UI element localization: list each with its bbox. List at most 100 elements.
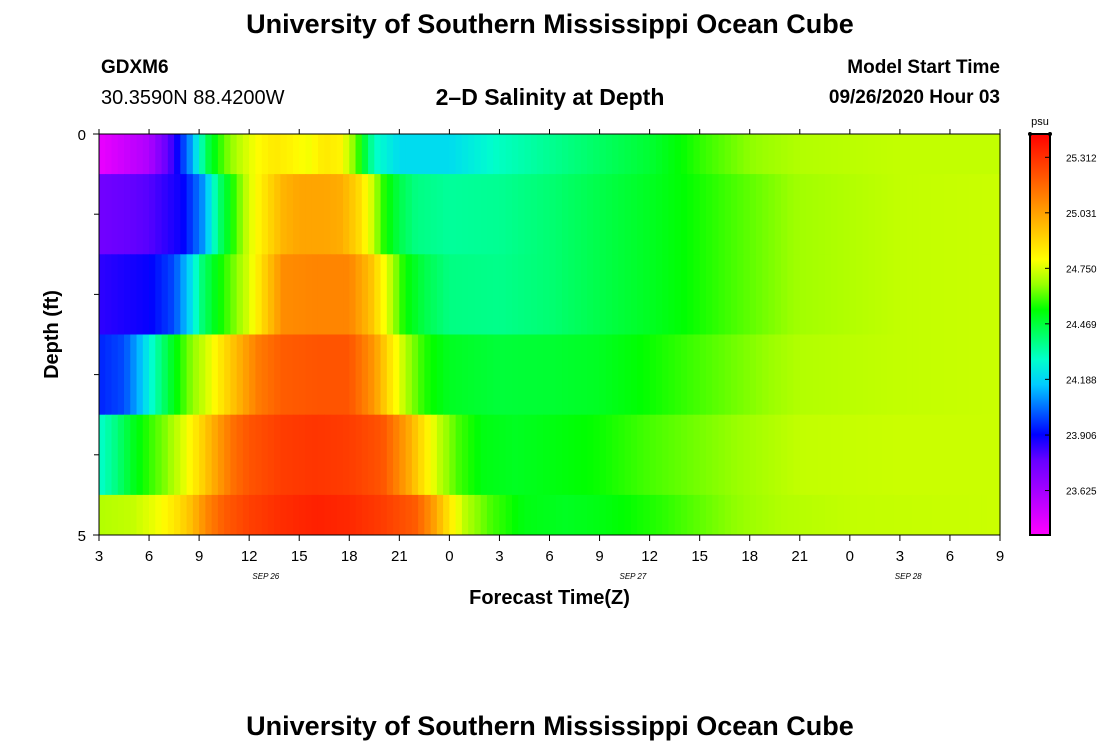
- heatmap-cell: [336, 414, 344, 496]
- heatmap-cell: [249, 174, 257, 255]
- heatmap-cell: [280, 494, 288, 536]
- x-tick-label: 15: [691, 548, 708, 565]
- heatmap-cell: [299, 254, 307, 335]
- heatmap-cell: [799, 254, 807, 335]
- heatmap-cell: [843, 174, 851, 255]
- heatmap-cell: [393, 254, 400, 335]
- heatmap-cell: [655, 494, 663, 536]
- date-label: SEP 27: [620, 572, 647, 581]
- heatmap-cell: [912, 494, 920, 536]
- heatmap-cell: [430, 334, 438, 416]
- x-tick-label: 3: [495, 548, 503, 565]
- heatmap-cell: [255, 134, 263, 175]
- heatmap-cell: [599, 414, 607, 496]
- heatmap-cell: [749, 494, 757, 536]
- heatmap-cell: [949, 174, 957, 255]
- heatmap-cell: [299, 174, 307, 255]
- heatmap-cell: [612, 174, 619, 255]
- heatmap-cell: [186, 254, 194, 335]
- heatmap-cell: [343, 254, 350, 335]
- heatmap-cell: [868, 174, 876, 255]
- heatmap-cell: [749, 334, 757, 416]
- heatmap-cell: [505, 494, 513, 536]
- heatmap-cell: [230, 414, 238, 496]
- x-tick-label: 9: [195, 548, 203, 565]
- heatmap-cell: [612, 414, 619, 496]
- heatmap-cell: [292, 414, 300, 496]
- heatmap-cell: [211, 494, 219, 536]
- heatmap-cell: [630, 334, 638, 416]
- heatmap-cell: [618, 174, 626, 255]
- depth-layer-0: [99, 134, 1001, 175]
- heatmap-cell: [668, 254, 676, 335]
- heatmap-cell: [943, 494, 951, 536]
- heatmap-cell: [267, 134, 275, 175]
- heatmap-cell: [781, 134, 788, 175]
- heatmap-cell: [461, 254, 469, 335]
- heatmap-cell: [236, 414, 244, 496]
- heatmap-cell: [718, 254, 726, 335]
- heatmap-cell: [486, 414, 494, 496]
- heatmap-cell: [424, 174, 432, 255]
- heatmap-cell: [249, 334, 257, 416]
- heatmap-cell: [949, 334, 957, 416]
- heatmap-cell: [724, 494, 732, 536]
- heatmap-cell: [299, 494, 307, 536]
- heatmap-cell: [962, 494, 970, 536]
- heatmap-cell: [368, 334, 375, 416]
- heatmap-cell: [192, 414, 200, 496]
- heatmap-cell: [718, 134, 726, 175]
- heatmap-cell: [192, 494, 200, 536]
- heatmap-cell: [812, 134, 820, 175]
- heatmap-cell: [349, 134, 357, 175]
- heatmap-cell: [824, 134, 832, 175]
- heatmap-cell: [355, 334, 363, 416]
- heatmap-cell: [949, 134, 957, 175]
- heatmap-cell: [368, 254, 375, 335]
- heatmap-cell: [368, 134, 375, 175]
- heatmap-cell: [881, 334, 888, 416]
- depth-layer-3: [99, 334, 1001, 416]
- heatmap-cell: [662, 414, 669, 496]
- heatmap-cell: [505, 254, 513, 335]
- heatmap-cell: [699, 134, 707, 175]
- heatmap-cell: [856, 254, 863, 335]
- heatmap-cell: [330, 254, 338, 335]
- heatmap-cell: [749, 414, 757, 496]
- heatmap-cell: [962, 174, 970, 255]
- heatmap-cell: [974, 254, 982, 335]
- heatmap-cell: [580, 494, 588, 536]
- heatmap-cell: [949, 494, 957, 536]
- heatmap-cell: [549, 134, 557, 175]
- heatmap-cell: [806, 254, 813, 335]
- heatmap-cell: [455, 494, 463, 536]
- heatmap-cell: [317, 334, 325, 416]
- heatmap-cell: [599, 174, 607, 255]
- heatmap-cell: [968, 334, 976, 416]
- heatmap-cell: [981, 414, 989, 496]
- heatmap-cell: [224, 334, 231, 416]
- heatmap-cell: [499, 414, 507, 496]
- heatmap-cell: [762, 254, 770, 335]
- heatmap-cell: [668, 414, 676, 496]
- heatmap-cell: [937, 174, 945, 255]
- heatmap-cell: [712, 174, 720, 255]
- heatmap-cell: [962, 334, 970, 416]
- heatmap-cell: [699, 334, 707, 416]
- heatmap-cell: [605, 334, 613, 416]
- heatmap-cell: [843, 254, 851, 335]
- heatmap-cell: [230, 134, 238, 175]
- heatmap-cell: [699, 494, 707, 536]
- heatmap-cell: [593, 254, 601, 335]
- heatmap-cell: [724, 254, 732, 335]
- heatmap-cell: [267, 414, 275, 496]
- heatmap-cell: [493, 134, 501, 175]
- heatmap-cell: [424, 414, 432, 496]
- model-start-time: 09/26/2020 Hour 03: [828, 87, 1000, 108]
- heatmap-cell: [411, 134, 419, 175]
- heatmap-cell: [455, 134, 463, 175]
- heatmap-cell: [856, 334, 863, 416]
- heatmap-cell: [643, 174, 651, 255]
- heatmap-cell: [386, 334, 394, 416]
- heatmap-cell: [705, 334, 713, 416]
